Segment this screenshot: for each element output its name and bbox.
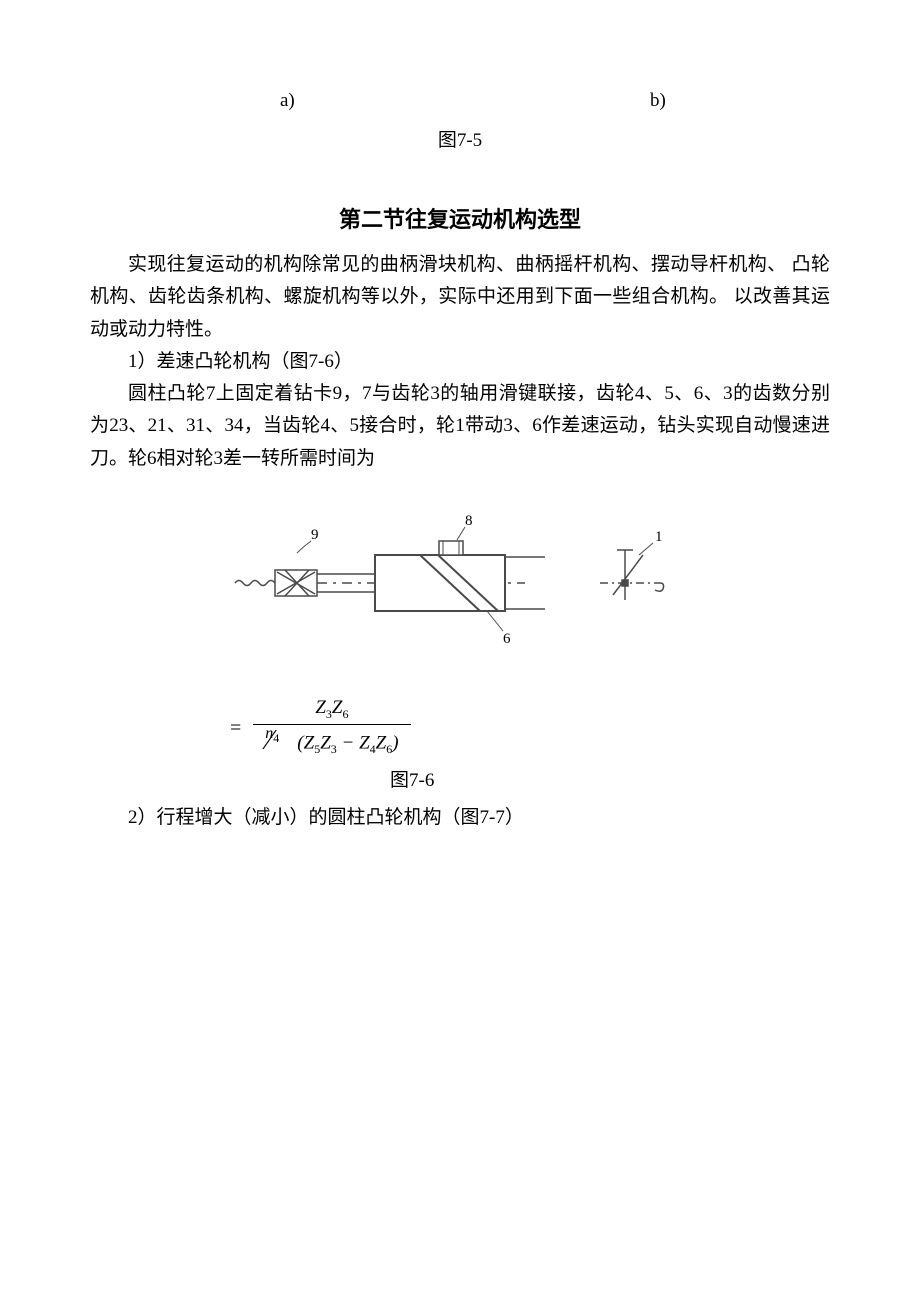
fraction-denominator: n4 ⁄ (Z5Z3 − Z4Z6)	[253, 725, 410, 763]
diagram-label-9: 9	[311, 527, 319, 543]
fraction: Z3Z6 n4 ⁄ (Z5Z3 − Z4Z6)	[253, 695, 410, 763]
var-z3b: Z	[320, 732, 331, 753]
var-z3: Z	[315, 697, 326, 718]
figure-7-5-labels: a) b)	[90, 90, 830, 120]
diagram-label-6: 6	[503, 631, 511, 647]
equals-sign: =	[230, 717, 241, 740]
figure-label-b: b)	[650, 90, 666, 112]
sub-6: 6	[343, 707, 349, 721]
paragraph-item1-body: 圆柱凸轮7上固定着钻卡9，7与齿轮3的轴用滑键联接，齿轮4、5、6、3的齿数分别…	[90, 378, 830, 475]
var-z6b: Z	[376, 732, 387, 753]
var-z5: Z	[304, 732, 315, 753]
sub-3b: 3	[331, 742, 337, 756]
figure-7-6-caption: 图7-6	[390, 765, 830, 792]
sub-4: 4	[273, 731, 279, 745]
figure-7-6-diagram: 9	[90, 505, 830, 665]
document-page: a) b) 图7-5 第二节往复运动机构选型 实现往复运动的机构除常见的曲柄滑块…	[0, 0, 920, 894]
var-z4: Z	[359, 732, 370, 753]
figure-7-5-caption: 图7-5	[90, 125, 830, 152]
paragraph-intro: 实现往复运动的机构除常见的曲柄滑块机构、曲柄摇杆机构、摆动导杆机构、 凸轮机构、…	[90, 249, 830, 346]
item-2-title: 2）行程增大（减小）的圆柱凸轮机构（图7-7）	[90, 802, 830, 834]
diagram-label-1: 1	[655, 529, 663, 545]
item-1-title: 1）差速凸轮机构（图7-6）	[90, 346, 830, 378]
fraction-numerator: Z3Z6	[253, 695, 410, 725]
section-title: 第二节往复运动机构选型	[90, 202, 830, 234]
sub-6b: 6	[386, 742, 392, 756]
figure-label-a: a)	[280, 90, 295, 112]
diagram-label-8: 8	[465, 513, 473, 529]
var-z6: Z	[332, 697, 343, 718]
formula-block: = Z3Z6 n4 ⁄ (Z5Z3 − Z4Z6)	[230, 695, 830, 763]
small-fraction-n4: n4 ⁄	[265, 727, 295, 761]
mechanism-diagram-icon: 9	[225, 505, 695, 665]
